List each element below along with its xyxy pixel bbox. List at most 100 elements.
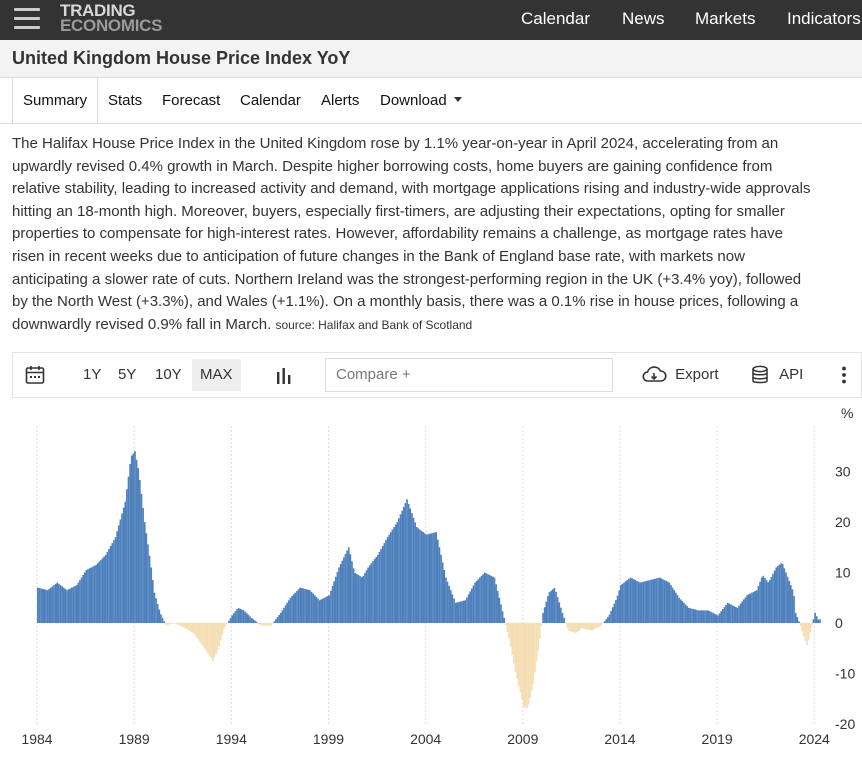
- range-5y-button[interactable]: 5Y: [118, 366, 137, 383]
- data-bar: [122, 507, 125, 623]
- data-bar: [231, 615, 233, 623]
- data-bar: [730, 604, 732, 623]
- data-bar: [752, 591, 755, 623]
- data-bar: [558, 602, 561, 623]
- data-bar: [56, 582, 59, 623]
- x-tick-label: 2009: [507, 731, 538, 747]
- description-line: The Halifax House Price Index in the Uni…: [12, 135, 779, 152]
- hamburger-menu-icon[interactable]: [14, 8, 40, 30]
- calendar-icon[interactable]: [25, 365, 45, 390]
- nav-link-markets[interactable]: Markets: [695, 9, 756, 28]
- data-bar: [291, 596, 293, 623]
- x-tick-label: 1989: [119, 731, 150, 747]
- tab-summary[interactable]: Summary: [12, 78, 99, 124]
- data-bar: [777, 566, 779, 623]
- data-bar: [245, 613, 248, 623]
- data-bar: [51, 586, 54, 623]
- data-bar: [346, 550, 348, 623]
- data-bar: [608, 614, 611, 623]
- data-bar: [571, 623, 574, 632]
- data-bar: [365, 570, 368, 623]
- data-bar: [368, 565, 371, 623]
- data-bar: [359, 576, 361, 623]
- data-bar: [344, 553, 347, 623]
- data-bar: [783, 568, 786, 623]
- data-bar: [794, 612, 797, 623]
- data-bar: [334, 576, 337, 623]
- data-bar: [41, 588, 44, 623]
- tab-alerts[interactable]: Alerts: [321, 92, 360, 109]
- data-bar: [542, 612, 544, 623]
- nav-link-calendar[interactable]: Calendar: [521, 9, 590, 28]
- data-bar: [704, 610, 706, 624]
- export-button[interactable]: Export: [641, 359, 719, 391]
- tab-forecast[interactable]: Forecast: [162, 92, 221, 109]
- data-bar: [326, 596, 329, 623]
- data-bar: [77, 582, 80, 623]
- range-1y-button[interactable]: 1Y: [83, 366, 102, 383]
- data-bar: [352, 568, 355, 623]
- data-bar: [454, 602, 457, 623]
- house-price-index-chart[interactable]: 30 20 10 0 -10 -20% 1984 1989 1994 1999 2004 2009 20…: [12, 398, 862, 757]
- data-bar: [349, 554, 352, 623]
- more-options-icon[interactable]: [841, 365, 847, 390]
- data-bar: [553, 587, 556, 623]
- data-bar: [409, 508, 412, 623]
- data-bar: [636, 580, 638, 623]
- tab-download[interactable]: Download: [380, 78, 462, 123]
- data-bar: [278, 615, 280, 623]
- data-bar: [229, 618, 232, 623]
- data-bar: [573, 623, 575, 633]
- range-max-button[interactable]: MAX: [192, 359, 241, 391]
- data-bar: [140, 493, 143, 623]
- data-bar: [168, 623, 170, 625]
- nav-link-news[interactable]: News: [622, 9, 665, 28]
- nav-link-indicators[interactable]: Indicators: [787, 9, 861, 28]
- description-line: upwardly revised 0.4% growth in March. D…: [12, 157, 773, 175]
- data-bar: [101, 558, 104, 623]
- data-bar: [749, 593, 752, 623]
- page-title: United Kingdom House Price Index YoY: [12, 48, 351, 68]
- data-bar: [582, 623, 585, 629]
- data-bar: [132, 453, 135, 623]
- y-tick-label: 10: [835, 565, 851, 581]
- data-bar: [221, 623, 224, 635]
- logo[interactable]: TRADING ECONOMICS: [60, 2, 162, 34]
- data-bar: [224, 623, 227, 626]
- data-bar: [613, 603, 616, 623]
- x-tick-label: 2004: [410, 731, 441, 747]
- data-bar: [493, 577, 496, 623]
- chart-type-icon[interactable]: [275, 366, 293, 389]
- data-bar: [435, 532, 438, 623]
- data-bar: [360, 577, 363, 623]
- api-button[interactable]: API: [751, 359, 803, 391]
- tab-stats[interactable]: Stats: [108, 92, 143, 109]
- data-bar: [819, 619, 821, 623]
- data-bar: [678, 597, 680, 623]
- range-10y-button[interactable]: 10Y: [155, 366, 182, 383]
- y-tick-label: 0: [835, 615, 843, 631]
- data-bar: [456, 602, 459, 623]
- data-bar: [417, 528, 420, 623]
- data-bar: [79, 580, 81, 623]
- data-bar: [666, 581, 669, 623]
- data-bar: [535, 623, 538, 662]
- data-bar: [649, 580, 651, 623]
- data-bar: [789, 585, 792, 623]
- data-bar: [496, 591, 499, 623]
- data-bar: [495, 584, 497, 623]
- data-bar: [258, 623, 261, 625]
- tab-calendar[interactable]: Calendar: [240, 92, 301, 109]
- data-bar: [691, 608, 693, 623]
- data-bar: [296, 591, 298, 623]
- data-bar: [390, 532, 392, 623]
- data-bar: [500, 604, 502, 623]
- data-bar: [699, 610, 701, 624]
- data-bar: [731, 605, 734, 623]
- data-bar: [556, 597, 559, 623]
- data-bar: [662, 579, 664, 623]
- source-note[interactable]: source: Halifax and Bank of Scotland: [275, 317, 473, 332]
- data-bar: [485, 573, 488, 623]
- description-line: properties to compensate for high-intere…: [12, 225, 783, 243]
- compare-input[interactable]: Compare +: [325, 358, 613, 392]
